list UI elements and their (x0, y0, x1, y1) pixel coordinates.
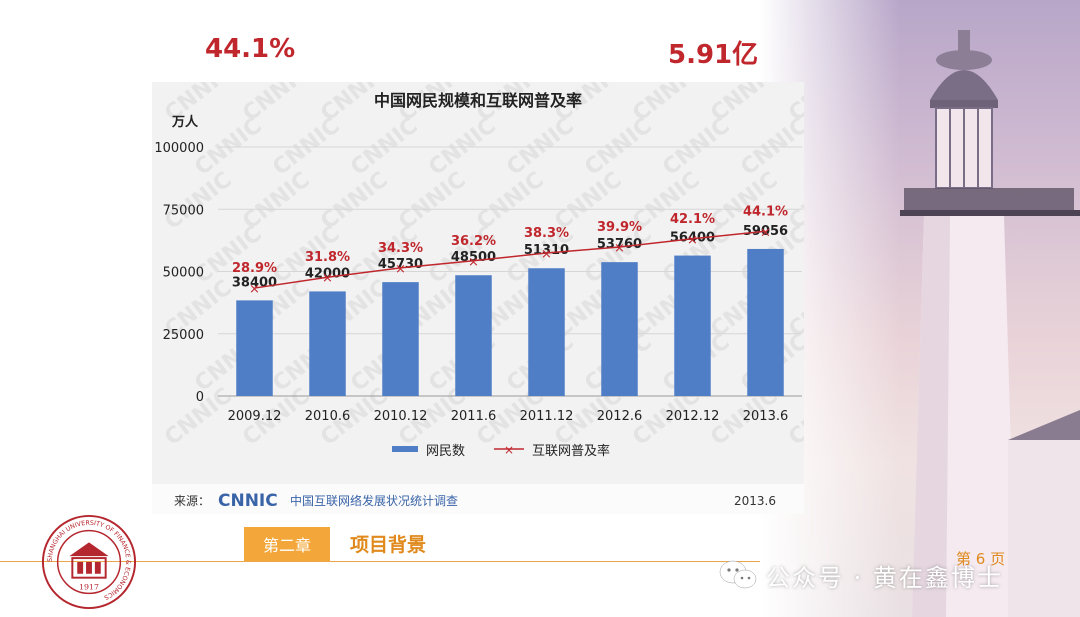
chapter-badge: 第二章 (244, 527, 330, 561)
rate-point: × (322, 271, 333, 286)
lighthouse-icon (900, 30, 1080, 617)
x-tick-label: 2011.6 (451, 409, 497, 424)
footer-divider (0, 561, 760, 562)
x-tick-label: 2011.12 (520, 409, 574, 424)
chart-panel: CNNIC CNNIC CNNIC CNNIC CNNIC CNNIC CNNIC CNNIC… (152, 82, 804, 514)
wechat-text: 公众号 · 黄在鑫博士 (766, 563, 1003, 592)
chapter-title: 项目背景 (350, 534, 427, 556)
x-tick-label: 2009.12 (228, 409, 282, 424)
rate-point: × (687, 233, 698, 248)
source-date: 2013.6 (734, 494, 776, 508)
watermark-text: CNNIC (160, 167, 236, 234)
page-number: 第 6 页 (956, 550, 1006, 568)
rate-label: 39.9% (597, 220, 642, 235)
x-tick-label: 2012.6 (597, 409, 643, 424)
university-seal-icon: SHANGHAI UNIVERSITY OF FINANCE & ECONOMI… (41, 514, 137, 610)
rate-label: 44.1% (743, 204, 788, 219)
y-tick-label: 100000 (154, 141, 204, 156)
x-tick-label: 2010.6 (305, 409, 351, 424)
line-series: × 28.9% × 31.8% × 34.3% × 36.2% × 38.3% × 39.9% × 42.… (232, 204, 788, 297)
legend-label-bar: 网民数 (426, 444, 465, 459)
x-tick-label: 2013.6 (743, 409, 789, 424)
bar (747, 248, 784, 396)
bar-series (236, 248, 784, 396)
bar (455, 275, 492, 396)
source-bar (152, 484, 804, 514)
y-axis-label: 万人 (171, 114, 199, 130)
rate-point: × (541, 247, 552, 262)
rate-point: × (614, 241, 625, 256)
seal-year: 1917 (79, 582, 99, 591)
rate-label: 42.1% (670, 212, 715, 227)
bar-value-label: 42000 (305, 266, 350, 281)
rate-point: × (760, 225, 771, 240)
y-tick-label: 75000 (163, 203, 204, 218)
rate-label: 38.3% (524, 226, 569, 241)
bar (674, 255, 711, 396)
users-stat: 5.91亿 (668, 40, 759, 70)
wechat-icon (719, 560, 757, 589)
legend-swatch-bar (392, 446, 418, 452)
rate-label: 34.3% (378, 241, 423, 256)
legend-label-line: 互联网普及率 (532, 443, 610, 459)
x-tick-label: 2010.12 (374, 409, 428, 424)
bar (601, 262, 638, 396)
x-tick-label: 2012.12 (666, 409, 720, 424)
rate-line (254, 230, 766, 289)
bar (528, 268, 565, 396)
rate-label: 36.2% (451, 234, 496, 249)
bar (382, 282, 419, 396)
legend: 网民数 × 互联网普及率 (392, 443, 610, 459)
bar (309, 291, 346, 396)
y-tick-label: 25000 (163, 328, 204, 343)
internet-users-chart: CNNIC CNNIC CNNIC CNNIC CNNIC CNNIC CNNIC CNNIC… (152, 82, 804, 514)
y-axis-ticks: 0 25000 50000 75000 100000 (154, 141, 204, 405)
wechat-watermark: 公众号 · 黄在鑫博士 (718, 556, 1003, 594)
y-tick-label: 0 (196, 390, 204, 405)
rate-label: 31.8% (305, 250, 350, 265)
rate-point: × (468, 255, 479, 270)
bar (236, 300, 273, 396)
source-brand: CNNIC (218, 491, 278, 511)
legend-marker-line: × (504, 443, 514, 457)
x-axis-ticks: 2009.12 2010.6 2010.12 2011.6 2011.12 2012.6 2… (228, 409, 789, 424)
chart-title: 中国网民规模和互联网普及率 (374, 91, 582, 110)
rate-point: × (249, 282, 260, 297)
bar-value-label: 45730 (378, 257, 423, 272)
rate-point: × (395, 262, 406, 277)
y-tick-label: 50000 (163, 266, 204, 281)
source-label: 来源： (174, 494, 210, 508)
penetration-rate-stat: 44.1% (205, 34, 296, 64)
source-text: 中国互联网络发展状况统计调查 (290, 493, 458, 508)
rate-label: 28.9% (232, 261, 277, 276)
